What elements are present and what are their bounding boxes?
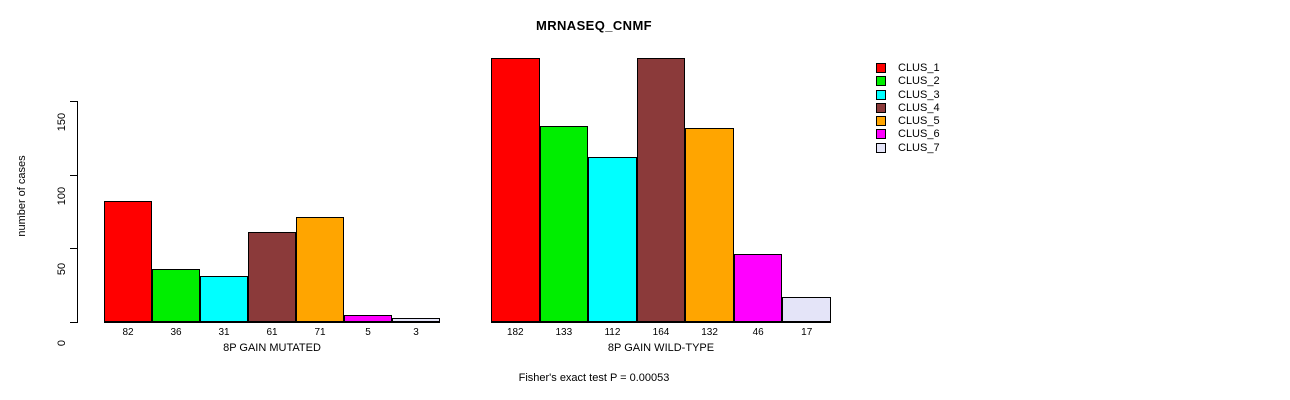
panel-x-axis-label: 8P GAIN WILD-TYPE — [607, 342, 715, 354]
bar-count-label: 133 — [555, 327, 573, 338]
y-axis-title: number of cases — [16, 155, 28, 237]
bar — [733, 254, 783, 322]
chart-panel: 82 36 31 61 71 5 3 8P GAIN MUTATED — [104, 0, 440, 400]
bar — [200, 276, 248, 322]
bar — [491, 58, 540, 322]
bar-count-label: 31 — [218, 327, 230, 338]
bar — [344, 314, 392, 322]
bar-count-label: 112 — [604, 327, 621, 338]
page-title: MRNASEQ_CNMF — [535, 18, 653, 33]
y-axis-tick-label: 0 — [56, 339, 68, 347]
bar — [248, 232, 296, 322]
bar-count-label: 36 — [170, 327, 182, 338]
bar-count-label: 182 — [506, 327, 524, 338]
y-axis-tick — [70, 322, 77, 323]
legend-color-swatch — [876, 63, 886, 73]
bar-count-label: 164 — [652, 327, 670, 338]
legend-item-label: CLUS_7 — [898, 141, 940, 154]
y-axis-tick-label: 50 — [56, 263, 68, 276]
legend-color-swatch — [876, 102, 886, 113]
statistical-test-annotation: Fisher's exact test P = 0.00053 — [518, 372, 670, 384]
bar — [782, 296, 831, 322]
bar — [104, 201, 152, 322]
legend-item-label: CLUS_5 — [898, 115, 940, 128]
legend-item-label: CLUS_1 — [898, 62, 940, 74]
y-axis-tick-label: 150 — [56, 112, 68, 132]
chart-panel: 182 133 112 164 132 46 17 8P GAIN WILD-TYPE — [491, 0, 831, 400]
y-axis-tick — [70, 101, 77, 102]
y-axis-line — [77, 101, 78, 323]
y-axis-tick-label: 100 — [56, 186, 68, 205]
bar — [636, 58, 686, 322]
legend-color-swatch — [876, 76, 886, 87]
bar — [588, 157, 637, 322]
x-axis-baseline — [491, 322, 831, 323]
panel-x-axis-label: 8P GAIN MUTATED — [223, 342, 321, 354]
bar-count-label: 71 — [314, 327, 326, 338]
bar-count-label: 5 — [365, 327, 371, 338]
legend-item-label: CLUS_4 — [898, 101, 940, 114]
legend-item-label: CLUS_2 — [898, 75, 940, 88]
legend-color-swatch — [876, 142, 886, 153]
bar-count-label: 3 — [413, 327, 419, 338]
bar — [685, 127, 734, 322]
bar-count-label: 17 — [801, 327, 813, 338]
bar-count-label: 132 — [701, 327, 718, 338]
bar — [296, 217, 344, 322]
bar-count-label: 61 — [266, 327, 278, 338]
bar-count-label: 46 — [752, 327, 764, 338]
legend-color-swatch — [876, 89, 886, 100]
x-axis-baseline — [104, 322, 440, 323]
bar — [152, 268, 200, 322]
bar-count-label: 82 — [122, 327, 134, 338]
legend-color-swatch — [876, 116, 886, 127]
y-axis-tick — [70, 174, 77, 176]
bar — [392, 317, 440, 322]
y-axis-tick — [70, 248, 77, 250]
legend-item-label: CLUS_3 — [898, 88, 940, 101]
legend-color-swatch — [876, 129, 886, 140]
legend-item-label: CLUS_6 — [898, 128, 940, 141]
bar — [539, 126, 589, 322]
